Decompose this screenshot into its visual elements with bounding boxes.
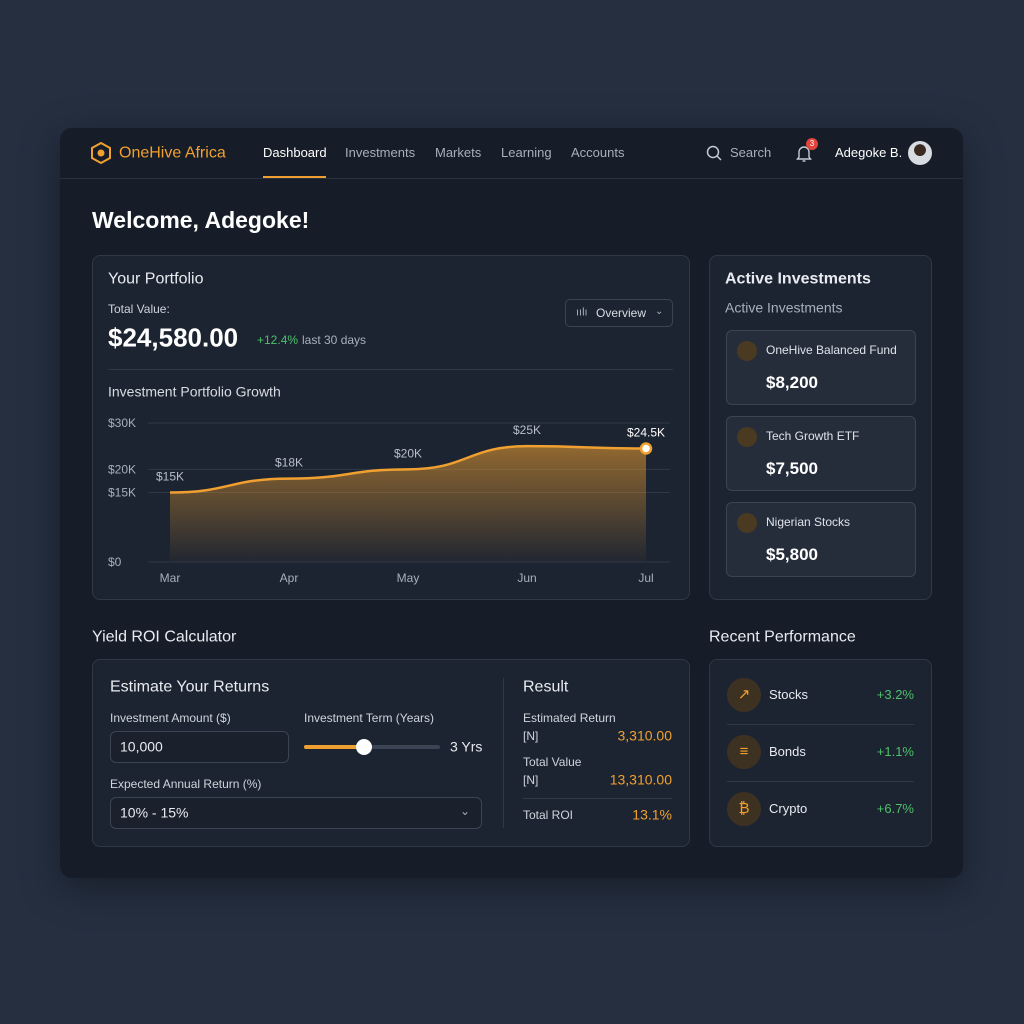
change-period: last 30 days xyxy=(302,332,367,347)
area-fill xyxy=(170,446,646,562)
divider xyxy=(727,781,914,782)
result-unit: [N] xyxy=(523,728,539,743)
performance-icon: ≡ xyxy=(727,735,761,769)
total-value: $24,580.00 xyxy=(108,322,239,353)
divider xyxy=(503,678,504,828)
performance-name: Stocks xyxy=(769,687,809,703)
point xyxy=(639,442,653,455)
performance-change: +6.7% xyxy=(876,801,914,817)
select-chevron: ⌄ xyxy=(460,803,471,818)
return-value: 10% - 15% xyxy=(120,804,189,821)
y-tick-label: $20K xyxy=(108,462,136,476)
x-tick-label: Jun xyxy=(517,571,536,585)
nav-link[interactable]: Dashboard xyxy=(263,145,327,161)
card-title: Estimate Your Returns xyxy=(110,678,270,696)
performance-change: +3.2% xyxy=(876,687,914,703)
line xyxy=(169,444,647,494)
brand-name: OneHive Africa xyxy=(119,144,226,162)
x-tick-label: Mar xyxy=(160,571,181,585)
overview-chevron: ⌄ xyxy=(655,306,664,317)
performance-change: +1.1% xyxy=(876,744,914,760)
chart-title: Investment Portfolio Growth xyxy=(108,383,281,400)
divider xyxy=(727,724,914,725)
investment-name: Tech Growth ETF xyxy=(766,428,860,443)
investment-icon xyxy=(737,513,757,533)
slider-thumb[interactable] xyxy=(356,739,372,755)
nav-active-underline xyxy=(263,176,326,178)
nav-divider xyxy=(60,178,963,179)
result-label: Estimated Return xyxy=(523,710,616,725)
y-tick-label: $0 xyxy=(108,555,122,569)
overview-icon: ıılı xyxy=(576,306,588,319)
amount-input[interactable] xyxy=(110,731,289,763)
result-value: 3,310.00 xyxy=(617,727,673,744)
slider-track[interactable] xyxy=(304,745,440,749)
section-heading: Recent Performance xyxy=(709,628,856,646)
field-label: Investment Term (Years) xyxy=(304,710,435,725)
change-value: +12.4% xyxy=(257,332,299,347)
return-select[interactable] xyxy=(110,797,482,829)
slider-fill xyxy=(304,745,364,749)
investment-value: $7,500 xyxy=(766,458,818,478)
data-label: $18K xyxy=(275,456,303,470)
card-title: Your Portfolio xyxy=(108,270,204,288)
y-tick-label: $30K xyxy=(108,416,136,430)
nav-link[interactable]: Investments xyxy=(345,145,416,161)
divider xyxy=(108,369,673,370)
performance-icon: ↗ xyxy=(727,678,761,712)
field-label: Investment Amount ($) xyxy=(110,710,231,725)
investment-value: $5,800 xyxy=(766,544,818,564)
term-value: 3 Yrs xyxy=(450,738,483,755)
x-tick-label: Apr xyxy=(280,571,299,585)
data-label: $25K xyxy=(513,423,541,437)
field-label: Expected Annual Return (%) xyxy=(110,776,262,791)
result-label: Total ROI xyxy=(523,807,574,822)
investment-icon xyxy=(737,427,757,447)
user-avatar[interactable] xyxy=(908,141,932,165)
nav-link[interactable]: Markets xyxy=(435,145,482,161)
data-label: $15K xyxy=(156,470,184,484)
investment-item[interactable] xyxy=(726,330,916,405)
nav-link[interactable]: Learning xyxy=(501,145,552,161)
investment-item[interactable] xyxy=(726,416,916,491)
performance-name: Crypto xyxy=(769,801,808,817)
card-subtitle: Active Investments xyxy=(725,299,843,316)
card-title: Active Investments xyxy=(725,270,871,288)
investment-name: OneHive Balanced Fund xyxy=(766,342,897,357)
total-label: Total Value: xyxy=(108,301,170,316)
brand-logo xyxy=(91,142,111,164)
result-value: 13.1% xyxy=(632,806,672,823)
performance-name: Bonds xyxy=(769,744,806,760)
divider xyxy=(523,798,672,799)
investment-value: $8,200 xyxy=(766,372,818,392)
search-icon[interactable] xyxy=(706,145,722,161)
x-tick-label: May xyxy=(397,571,420,585)
y-tick-label: $15K xyxy=(108,486,136,500)
welcome-heading: Welcome, Adegoke! xyxy=(92,207,310,234)
investment-icon xyxy=(737,341,757,361)
result-title: Result xyxy=(523,678,569,696)
data-label: $24.5K xyxy=(627,425,665,439)
section-heading: Yield ROI Calculator xyxy=(92,628,237,646)
search-label[interactable]: Search xyxy=(730,145,772,161)
result-label: Total Value xyxy=(523,754,582,769)
overview-label[interactable]: Overview xyxy=(596,305,647,320)
result-value: 13,310.00 xyxy=(609,771,672,788)
user-name[interactable]: Adegoke B. xyxy=(835,145,903,161)
investment-name: Nigerian Stocks xyxy=(766,514,851,529)
amount-value: 10,000 xyxy=(120,738,163,755)
performance-icon: ₿ xyxy=(727,792,761,826)
notification-badge: 3 xyxy=(806,138,818,150)
result-unit: [N] xyxy=(523,772,539,787)
nav-link[interactable]: Accounts xyxy=(571,145,625,161)
investment-item[interactable] xyxy=(726,502,916,577)
overview-button[interactable] xyxy=(565,299,673,327)
data-label: $20K xyxy=(394,446,422,460)
x-tick-label: Jul xyxy=(638,571,653,585)
